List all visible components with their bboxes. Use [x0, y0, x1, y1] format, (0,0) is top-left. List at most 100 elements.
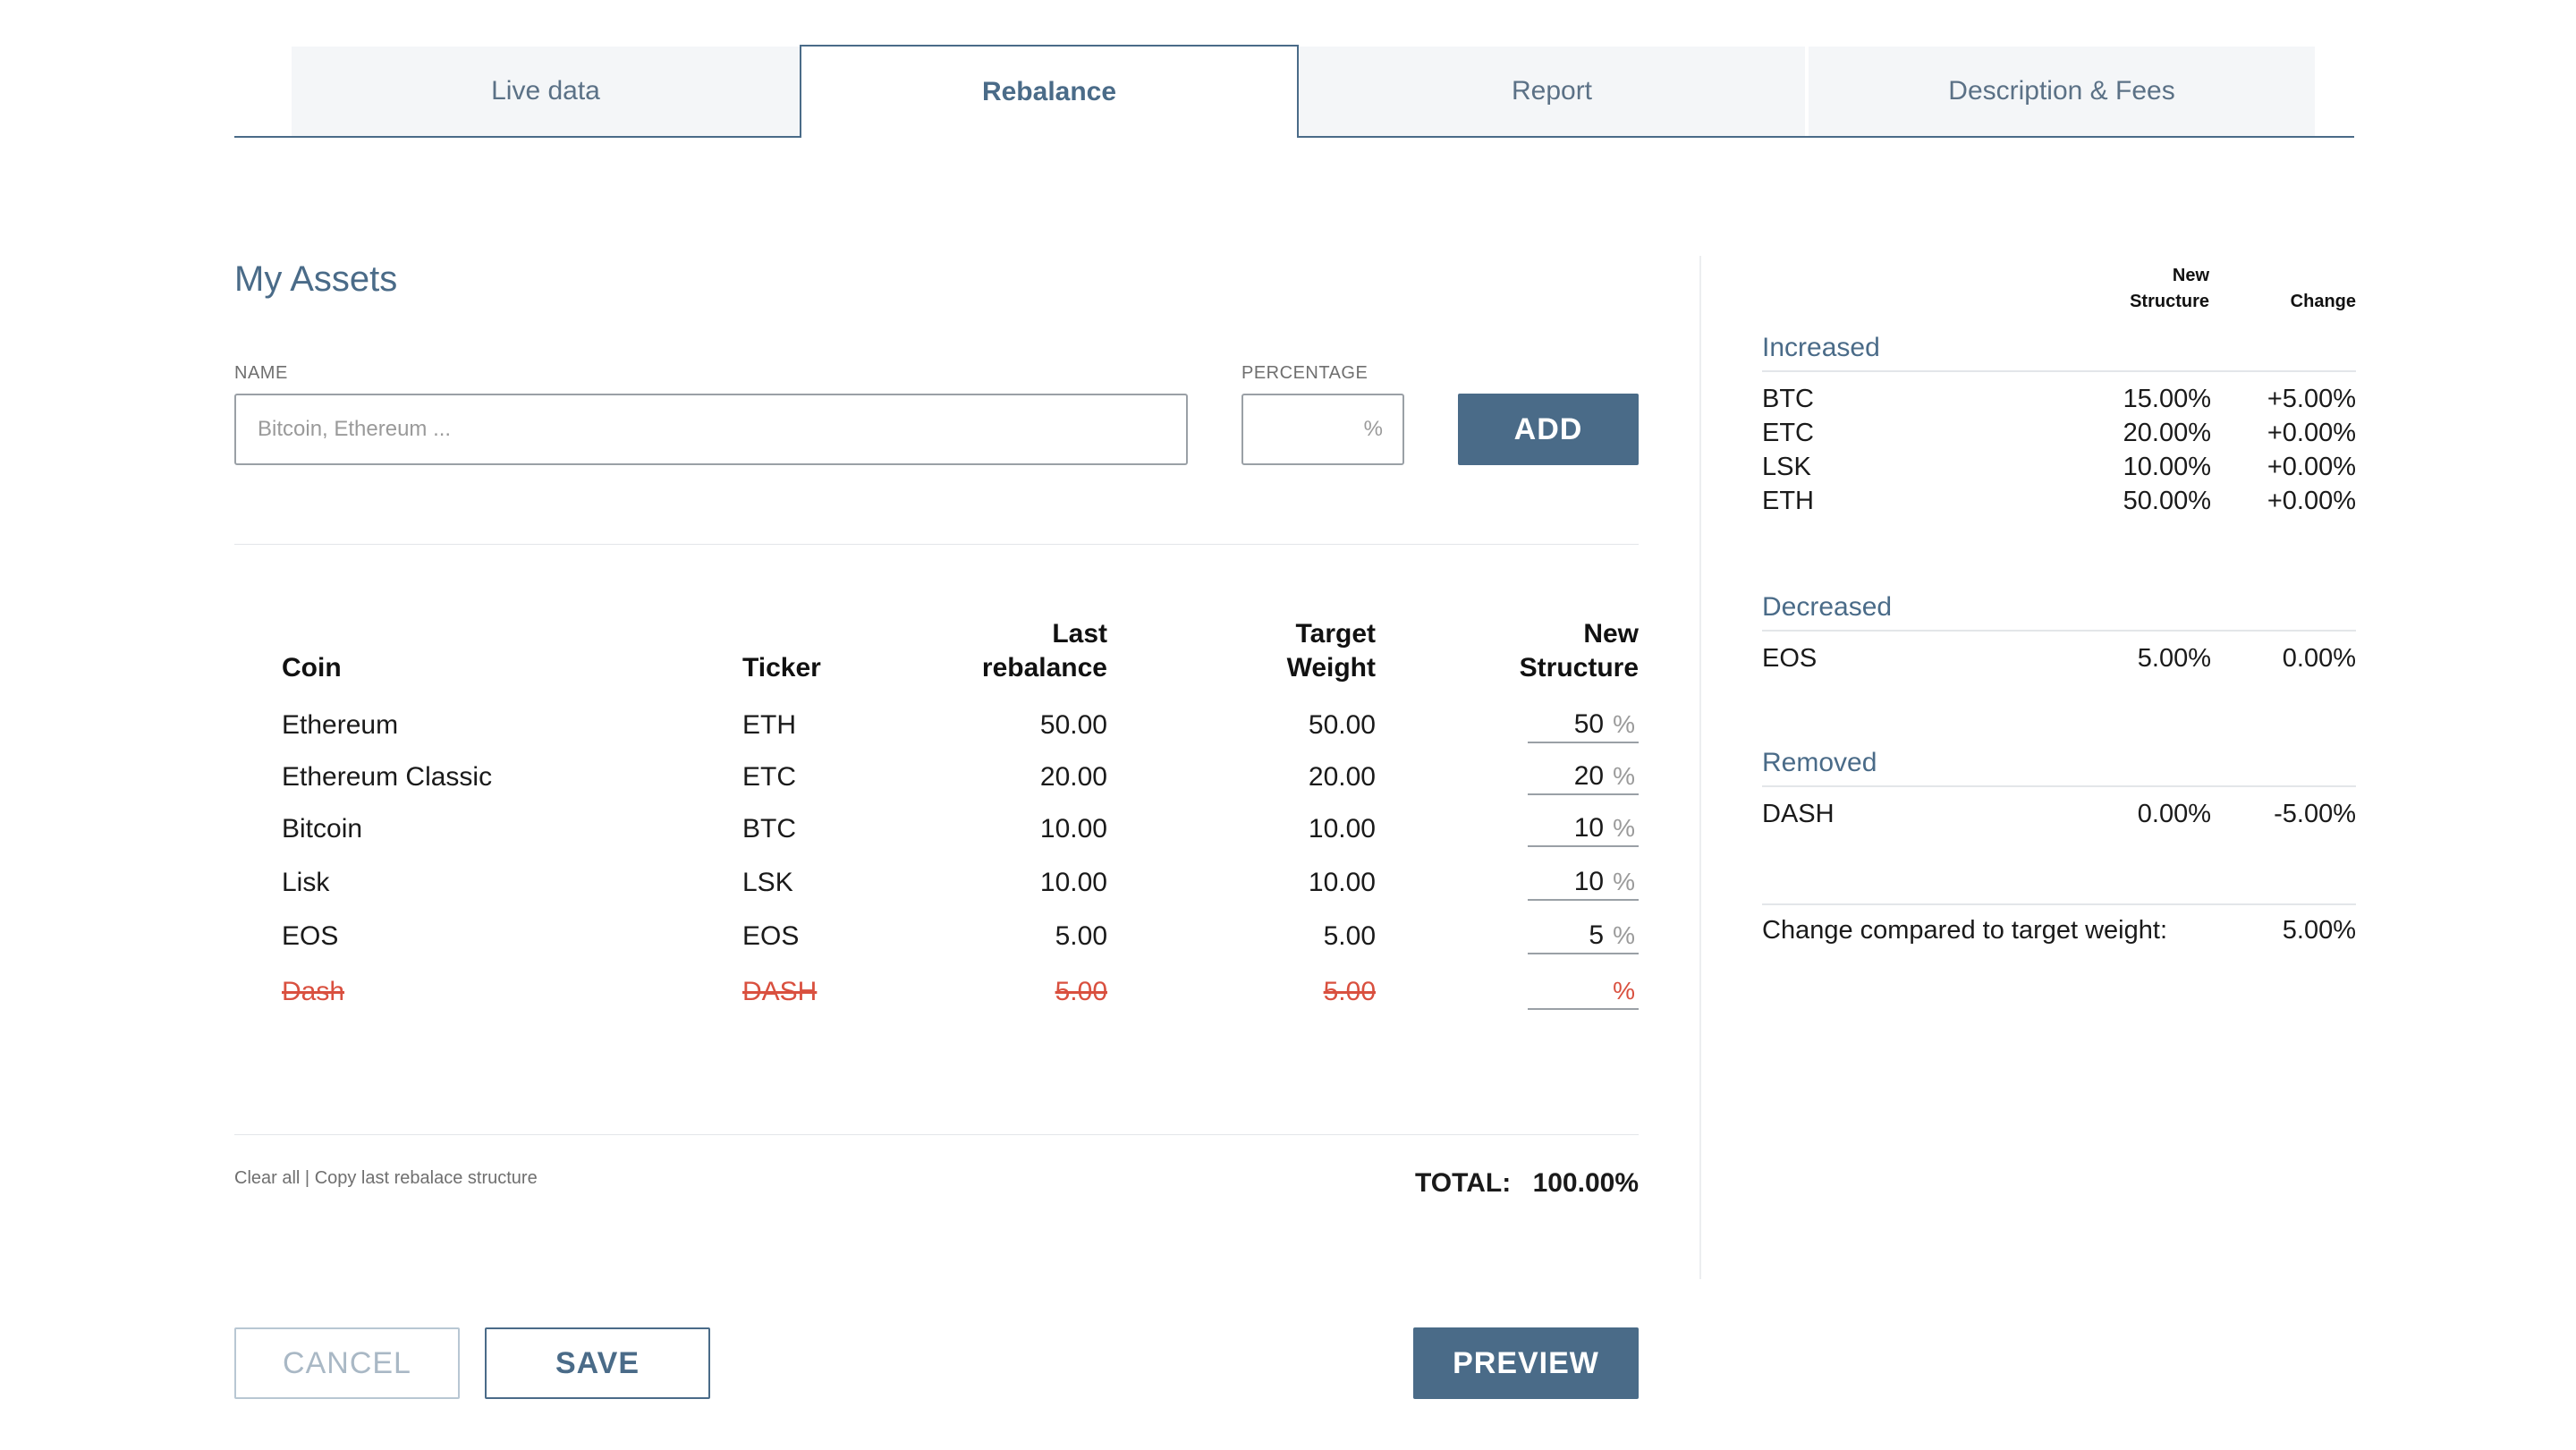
summary-new-structure: 10.00%: [2123, 453, 2211, 481]
percent-sign: %: [1613, 977, 1635, 1005]
header-new-structure-line1: New: [1583, 619, 1639, 649]
new-structure-input[interactable]: 10%: [1528, 811, 1639, 847]
summary-coin: DASH: [1762, 800, 1835, 828]
last-rebalance-value: 5.00: [1055, 921, 1107, 951]
summary-coin: ETC: [1762, 419, 1814, 447]
header-coin: Coin: [282, 653, 342, 683]
last-rebalance-value: 10.00: [1039, 814, 1107, 844]
increased-title: Increased: [1762, 333, 1880, 362]
percentage-label: PERCENTAGE: [1241, 363, 1368, 383]
target-weight-value: 5.00: [1323, 921, 1376, 951]
name-label: NAME: [234, 363, 288, 383]
decreased-title: Decreased: [1762, 592, 1893, 622]
removed-title: Removed: [1762, 748, 1877, 777]
clear-all-link[interactable]: Clear all: [234, 1168, 301, 1188]
new-structure-value: 5: [1589, 920, 1605, 950]
summary-coin: ETH: [1762, 487, 1814, 515]
target-weight-value: 10.00: [1308, 814, 1376, 844]
tab-bar: Live data Rebalance Report Description &…: [234, 45, 2354, 138]
header-target-weight-line2: Weight: [1286, 653, 1376, 683]
summary-change: +5.00%: [2267, 385, 2356, 413]
coin-name: Ethereum: [282, 710, 399, 740]
percentage-placeholder: %: [1363, 417, 1383, 441]
summary-row: EOS 5.00% 0.00%: [1762, 644, 2356, 678]
name-input[interactable]: [234, 394, 1188, 465]
section-title: My Assets: [234, 259, 398, 299]
summary-coin: LSK: [1762, 453, 1811, 481]
summary-row: ETC 20.00% +0.00%: [1762, 419, 2356, 453]
coin-ticker: LSK: [742, 868, 793, 897]
percentage-input[interactable]: %: [1241, 394, 1404, 465]
summary-change: +0.00%: [2267, 487, 2356, 515]
percent-sign: %: [1613, 814, 1635, 842]
header-new-structure-line2: Structure: [1519, 653, 1639, 683]
summary-header-new-structure: New Structure: [2084, 263, 2209, 315]
coin-ticker: EOS: [742, 921, 800, 951]
compare-value: 5.00%: [2282, 916, 2356, 945]
percent-sign: %: [1613, 921, 1635, 949]
coin-name: Bitcoin: [282, 814, 363, 844]
coin-ticker: ETH: [742, 710, 796, 740]
summary-change: -5.00%: [2274, 800, 2356, 828]
summary-new-structure: 5.00%: [2137, 644, 2211, 673]
summary-new-structure: 50.00%: [2123, 487, 2211, 515]
last-rebalance-value: 10.00: [1039, 868, 1107, 897]
tab-report[interactable]: Report: [1299, 47, 1805, 136]
summary-row: BTC 15.00% +5.00%: [1762, 385, 2356, 419]
target-weight-value: 50.00: [1308, 710, 1376, 740]
new-structure-value: 50: [1573, 709, 1605, 739]
divider: [234, 544, 1639, 545]
summary-change: 0.00%: [2282, 644, 2356, 673]
summary-new-structure: 20.00%: [2123, 419, 2211, 447]
summary-header-new-structure-line2: Structure: [2130, 292, 2209, 311]
target-weight-value: 5.00: [1323, 977, 1376, 1006]
add-button[interactable]: ADD: [1458, 394, 1639, 465]
new-structure-input[interactable]: %: [1528, 974, 1639, 1010]
copy-last-structure-link[interactable]: Copy last rebalace structure: [314, 1168, 538, 1188]
coin-name: Ethereum Classic: [282, 762, 493, 792]
tab-description-fees[interactable]: Description & Fees: [1809, 47, 2315, 136]
summary-row: ETH 50.00% +0.00%: [1762, 487, 2356, 521]
percent-sign: %: [1613, 868, 1635, 895]
tab-live-data[interactable]: Live data: [292, 47, 800, 136]
header-target-weight: Target Weight: [1234, 617, 1376, 685]
header-last-rebalance-line2: rebalance: [981, 653, 1107, 683]
last-rebalance-value: 5.00: [1055, 977, 1107, 1006]
new-structure-input[interactable]: 5%: [1528, 919, 1639, 954]
cancel-button[interactable]: CANCEL: [234, 1327, 460, 1399]
new-structure-input[interactable]: 10%: [1528, 865, 1639, 901]
new-structure-value: 10: [1573, 813, 1605, 843]
link-separator: |: [304, 1168, 310, 1188]
summary-new-structure: 15.00%: [2123, 385, 2211, 413]
last-rebalance-value: 50.00: [1039, 710, 1107, 740]
coin-ticker: BTC: [742, 814, 796, 844]
preview-button[interactable]: PREVIEW: [1413, 1327, 1639, 1399]
summary-change: +0.00%: [2267, 453, 2356, 481]
header-last-rebalance-line1: Last: [1052, 619, 1107, 649]
tab-rebalance[interactable]: Rebalance: [800, 45, 1299, 138]
coin-ticker: ETC: [742, 762, 796, 792]
new-structure-value: 20: [1573, 761, 1605, 791]
group-divider: [1762, 903, 2356, 905]
summary-coin: BTC: [1762, 385, 1814, 413]
footer-links: Clear all | Copy last rebalace structure: [234, 1168, 538, 1189]
new-structure-input[interactable]: 20%: [1528, 759, 1639, 795]
header-new-structure: New Structure: [1497, 617, 1639, 685]
summary-change: +0.00%: [2267, 419, 2356, 447]
target-weight-value: 10.00: [1308, 868, 1376, 897]
new-structure-input[interactable]: 50%: [1528, 708, 1639, 743]
coin-name: EOS: [282, 921, 339, 951]
save-button[interactable]: SAVE: [485, 1327, 710, 1399]
last-rebalance-value: 20.00: [1039, 762, 1107, 792]
header-last-rebalance: Last rebalance: [948, 617, 1107, 685]
panel-divider: [1699, 256, 1701, 1279]
group-divider: [1762, 630, 2356, 632]
divider: [234, 1134, 1639, 1135]
percent-sign: %: [1613, 710, 1635, 738]
summary-header-change: Change: [2290, 292, 2356, 311]
coin-ticker: DASH: [742, 977, 818, 1006]
header-ticker: Ticker: [742, 653, 821, 683]
new-structure-value: 10: [1573, 867, 1605, 896]
summary-coin: EOS: [1762, 644, 1818, 673]
summary-row: LSK 10.00% +0.00%: [1762, 453, 2356, 487]
